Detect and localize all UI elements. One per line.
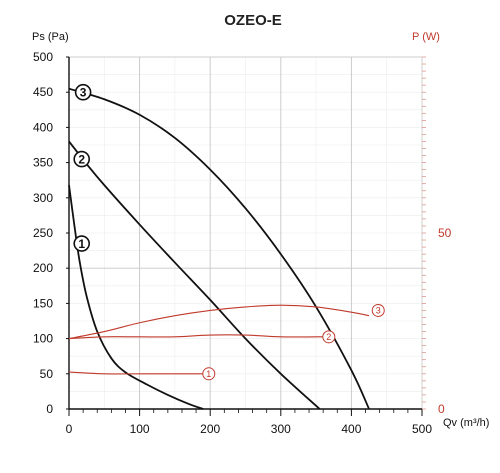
x-tick-label: 100 bbox=[130, 422, 150, 436]
power-marker-2 bbox=[322, 330, 336, 344]
y-tick-label: 350 bbox=[33, 156, 53, 170]
power-curve-1 bbox=[68, 371, 204, 375]
pressure-curve-3 bbox=[68, 87, 370, 410]
curve-markers: 3 2 1 3 2 1 bbox=[73, 83, 385, 381]
power-curve-3 bbox=[68, 304, 370, 340]
power-marker-label: 1 bbox=[206, 369, 211, 379]
x-tick-label: 400 bbox=[341, 422, 361, 436]
x-tick-labels: 0 100 200 300 400 500 bbox=[66, 422, 433, 436]
x-axis-label: Qv (m³/h) bbox=[443, 417, 489, 429]
y-tick-label: 50 bbox=[40, 367, 54, 381]
x-tick-label: 0 bbox=[66, 422, 73, 436]
pressure-curve-2 bbox=[68, 140, 321, 410]
pressure-marker-3 bbox=[74, 83, 92, 101]
y-tick-label: 200 bbox=[33, 261, 53, 275]
y-axis-label: Ps (Pa) bbox=[32, 31, 69, 43]
pressure-marker-1 bbox=[73, 235, 91, 252]
y-tick-label: 100 bbox=[33, 332, 53, 346]
y2-tick-labels: 0 50 bbox=[438, 226, 452, 416]
power-curve-2 bbox=[68, 334, 324, 340]
axes bbox=[66, 56, 426, 416]
pressure-marker-label: 1 bbox=[78, 237, 85, 251]
power-marker-3 bbox=[371, 303, 385, 317]
power-marker-label: 2 bbox=[326, 332, 331, 342]
power-marker-label: 3 bbox=[376, 306, 381, 316]
y-tick-label: 500 bbox=[33, 50, 53, 64]
pressure-curve-1 bbox=[68, 185, 204, 410]
pressure-marker-label: 3 bbox=[80, 86, 87, 100]
x-tick-label: 500 bbox=[412, 422, 432, 436]
grid bbox=[68, 56, 423, 410]
pressure-marker-2 bbox=[73, 150, 91, 168]
y-tick-labels: 0 50 100 150 200 250 300 350 400 450 500 bbox=[33, 50, 53, 416]
y-tick-label: 250 bbox=[33, 226, 53, 240]
y2-axis-label: P (W) bbox=[412, 31, 440, 43]
y-tick-label: 450 bbox=[33, 85, 53, 99]
y-tick-label: 400 bbox=[33, 120, 53, 134]
y2-tick-label: 50 bbox=[438, 226, 452, 240]
y2-tick-label: 0 bbox=[438, 402, 445, 416]
y-tick-label: 300 bbox=[33, 191, 53, 205]
x-tick-label: 300 bbox=[271, 422, 291, 436]
x-tick-label: 200 bbox=[200, 422, 220, 436]
power-marker-1 bbox=[202, 367, 216, 381]
curves bbox=[68, 87, 370, 410]
y-tick-label: 0 bbox=[46, 402, 53, 416]
chart-title: OZEO-E bbox=[224, 12, 282, 29]
pressure-marker-label: 2 bbox=[78, 153, 85, 167]
y-tick-label: 150 bbox=[33, 296, 53, 310]
